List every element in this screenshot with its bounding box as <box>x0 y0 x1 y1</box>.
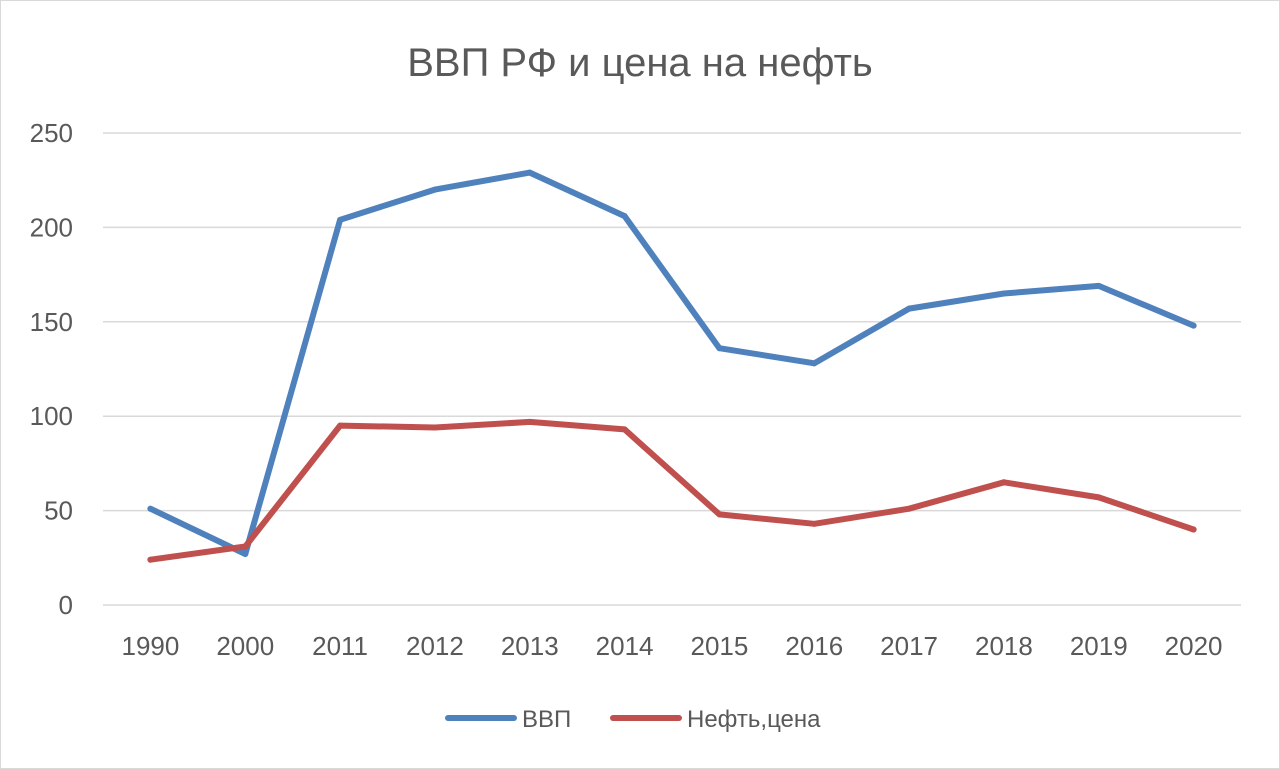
y-tick-label: 200 <box>30 212 73 242</box>
data-point <box>811 520 818 527</box>
data-point <box>1095 494 1102 501</box>
data-point <box>431 424 438 431</box>
data-point <box>337 422 344 429</box>
data-point <box>526 418 533 425</box>
series-lines <box>147 169 1197 563</box>
data-point <box>1000 479 1007 486</box>
data-point <box>906 505 913 512</box>
data-point <box>1095 282 1102 289</box>
data-point <box>147 505 154 512</box>
data-point <box>242 551 249 558</box>
y-tick-label: 150 <box>30 307 73 337</box>
legend: ВВП Нефть,цена <box>445 706 821 733</box>
series-line-0 <box>147 169 1197 557</box>
data-point <box>1190 526 1197 533</box>
x-tick-label: 2016 <box>785 631 843 661</box>
x-tick-label: 2015 <box>690 631 748 661</box>
data-point <box>526 169 533 176</box>
x-tick-label: 2012 <box>406 631 464 661</box>
gridlines <box>103 132 1241 606</box>
data-point <box>1190 322 1197 329</box>
data-point <box>147 556 154 563</box>
x-tick-label: 2011 <box>312 631 368 661</box>
data-point <box>716 511 723 518</box>
x-tick-label: 2018 <box>975 631 1033 661</box>
data-point <box>242 543 249 550</box>
x-tick-label: 2014 <box>596 631 654 661</box>
y-tick-label: 250 <box>30 118 73 148</box>
x-tick-label: 2019 <box>1070 631 1128 661</box>
series-line-1 <box>147 418 1197 563</box>
x-tick-label: 2000 <box>216 631 274 661</box>
x-tick-label: 2017 <box>880 631 938 661</box>
y-tick-label: 0 <box>59 590 73 620</box>
x-tick-label: 2020 <box>1165 631 1223 661</box>
chart-title: ВВП РФ и цена на нефть <box>407 41 873 85</box>
data-point <box>621 213 628 220</box>
data-point <box>337 216 344 223</box>
data-point <box>621 426 628 433</box>
data-point <box>1000 290 1007 297</box>
x-tick-label: 1990 <box>121 631 179 661</box>
data-point <box>431 186 438 193</box>
legend-label-1: Нефть,цена <box>687 706 821 733</box>
legend-label-0: ВВП <box>522 706 571 733</box>
y-axis-ticks: 0 50 100 150 200 250 <box>30 118 73 620</box>
data-point <box>811 360 818 367</box>
x-tick-label: 2013 <box>501 631 559 661</box>
y-tick-label: 100 <box>30 401 73 431</box>
data-point <box>906 305 913 312</box>
x-axis-ticks: 1990 2000 2011 2012 2013 2014 2015 2016 2017 2018… <box>121 631 1222 661</box>
y-tick-label: 50 <box>44 496 73 526</box>
data-point <box>716 345 723 352</box>
